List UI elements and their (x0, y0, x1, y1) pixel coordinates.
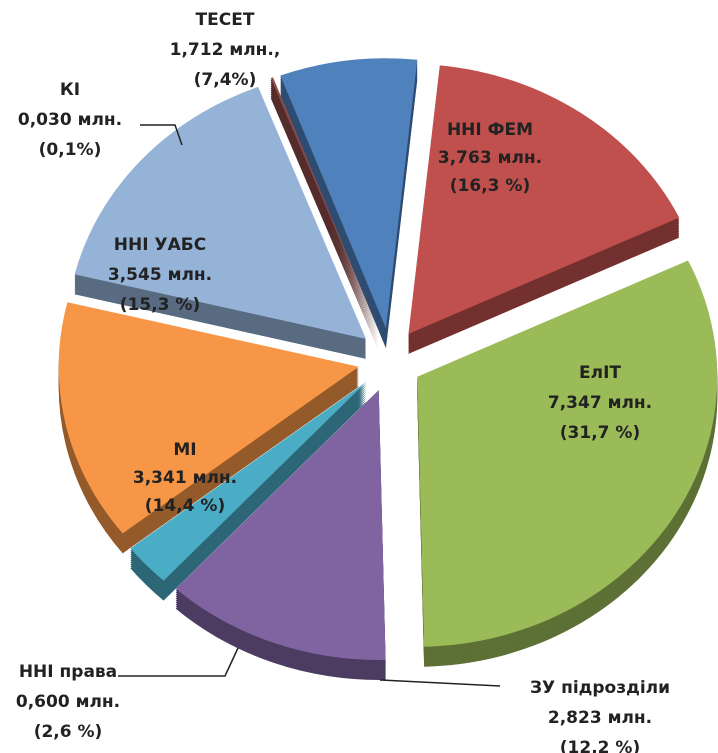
value-label: 0,600 млн. (16, 692, 120, 712)
value-label: 2,823 млн. (548, 708, 652, 728)
slice-label: ННІ ФЕМ (447, 120, 533, 140)
percent-label: (15,3 %) (120, 295, 200, 315)
value-label: 3,341 млн. (133, 468, 237, 488)
slice (58, 302, 359, 534)
slice-side (270, 91, 379, 345)
slice (130, 381, 367, 581)
value-label: 7,347 млн. (548, 393, 652, 413)
percent-label: (0,1%) (39, 140, 102, 160)
slice-side (270, 79, 379, 333)
slice (417, 260, 718, 647)
leader-line (140, 124, 183, 146)
value-label: 3,545 млн. (108, 265, 212, 285)
value-label: 3,763 млн. (438, 148, 542, 168)
leader-line (118, 647, 239, 677)
percent-label: (31,7 %) (560, 423, 640, 443)
slices (58, 58, 718, 660)
slice-label: ННІ УАБС (114, 235, 206, 255)
slice-side (270, 93, 379, 347)
slice (74, 86, 366, 339)
value-label: 1,712 млн., (170, 40, 281, 60)
percent-label: (12,2 %) (560, 738, 640, 753)
slice-side (270, 83, 379, 337)
slice-side (270, 95, 379, 349)
slice-label: ННІ права (19, 662, 117, 682)
percent-label: (14,4 %) (145, 496, 225, 516)
labels: ННІ ФЕМ 3,763 млн. (16,3 %) ЕлІТ 7,347 млн. (… (16, 10, 670, 753)
percent-label: (16,3 %) (450, 176, 530, 196)
slice-side (270, 87, 379, 341)
value-label: 0,030 млн. (18, 110, 122, 130)
slice (280, 58, 418, 329)
slice-side (270, 89, 379, 343)
slice (270, 77, 379, 331)
percent-label: (7,4%) (194, 70, 257, 90)
slice-label: ЗУ підрозділи (530, 678, 670, 698)
leader-line (379, 679, 501, 687)
slice-label: КІ (60, 80, 80, 100)
slice (175, 389, 386, 660)
slice-side (270, 85, 379, 339)
percent-label: (2,6 %) (34, 722, 103, 742)
slice-side (270, 81, 379, 335)
slice-label: МІ (173, 440, 196, 460)
slice (408, 65, 680, 334)
slice-label: ЕлІТ (579, 363, 621, 383)
slice-side (270, 97, 379, 351)
slice-label: ТЕСЕТ (196, 10, 255, 30)
